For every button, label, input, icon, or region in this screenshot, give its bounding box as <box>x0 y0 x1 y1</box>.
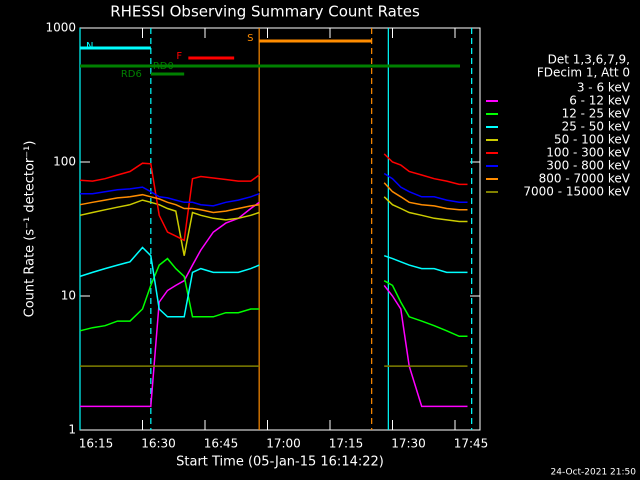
series-line <box>79 246 468 318</box>
x-tick-label: 17:30 <box>391 437 426 451</box>
state-label: RD6 <box>121 69 142 80</box>
footer: 24-Oct-2021 21:50 <box>551 468 637 478</box>
y-tick-label: 1000 <box>45 21 76 35</box>
x-tick-label: 17:45 <box>454 437 489 451</box>
series-line <box>79 153 468 242</box>
y-tick-label: 1 <box>68 423 76 437</box>
y-tick-label: 100 <box>53 155 76 169</box>
state-label: S <box>247 33 253 44</box>
x-tick-label: 16:15 <box>79 437 114 451</box>
x-tick-label: 17:15 <box>329 437 364 451</box>
legend-label: 7000 - 15000 keV <box>523 185 630 199</box>
x-tick-label: 16:45 <box>204 437 239 451</box>
legend-header: FDecim 1, Att 0 <box>537 66 630 80</box>
legend-label: 6 - 12 keV <box>569 94 631 108</box>
x-axis-label: Start Time (05-Jan-15 16:14:22) <box>176 455 384 470</box>
x-tick-label: 17:00 <box>266 437 301 451</box>
series-line <box>79 257 468 338</box>
legend-label: 100 - 300 keV <box>546 146 630 160</box>
series-line <box>80 201 468 408</box>
legend-label: 300 - 800 keV <box>546 159 630 173</box>
plot-frame <box>79 27 481 431</box>
x-tick-label: 16:30 <box>141 437 176 451</box>
series-line <box>79 182 468 214</box>
legend-label: 800 - 7000 keV <box>539 172 631 186</box>
state-label: N <box>86 41 93 52</box>
series-line <box>79 196 468 256</box>
legend-label: 50 - 100 keV <box>554 133 631 147</box>
legend-label: 3 - 6 keV <box>577 81 631 95</box>
y-tick-label: 10 <box>61 289 76 303</box>
chart-title: RHESSI Observing Summary Count Rates <box>110 3 420 21</box>
legend-label: 12 - 25 keV <box>562 107 631 121</box>
legend-header: Det 1,3,6,7,9, <box>548 53 630 67</box>
y-axis-label: Count Rate (s⁻¹ detector⁻¹) <box>23 141 38 318</box>
state-label: F <box>176 51 182 62</box>
legend-label: 25 - 50 keV <box>562 120 631 134</box>
series-line <box>80 172 468 207</box>
